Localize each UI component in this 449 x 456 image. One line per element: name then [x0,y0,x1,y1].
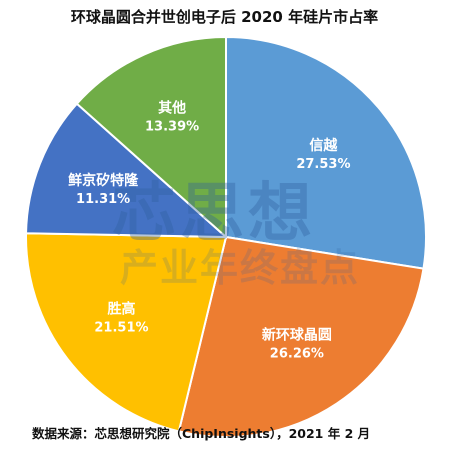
slice-value-label: 26.26% [270,347,324,362]
slice-label: 胜高 [107,301,135,318]
pie-slices [25,35,427,438]
slice-value-label: 21.51% [94,321,148,336]
pie-slice [25,102,229,239]
pie-slice [25,232,228,433]
slice-value-label: 13.39% [145,120,199,135]
chart-title: 环球晶圆合并世创电子后 2020 年硅片市占率 [70,8,379,26]
pie-slice [177,235,425,438]
pie-slice [75,35,227,240]
slice-value-label: 27.53% [296,157,350,172]
slice-label: 其他 [158,100,186,117]
watermark-main: 芯思想 [112,177,316,251]
slice-label: 鲜京矽特隆 [68,172,139,189]
slice-label: 新环球晶圆 [262,327,332,344]
pie-slice [225,35,427,270]
watermark-sub: 产业年终盘点 [120,246,361,290]
slice-value-label: 11.31% [76,192,130,207]
slice-label: 信越 [309,137,338,154]
source-note: 数据来源：芯思想研究院（ChipInsights），2021 年 2 月 [32,426,371,441]
